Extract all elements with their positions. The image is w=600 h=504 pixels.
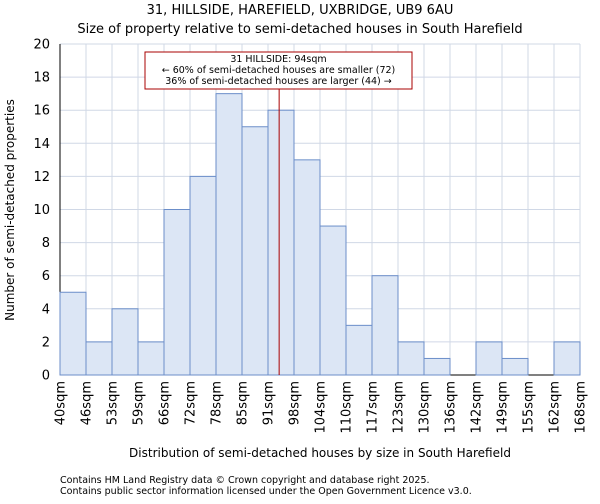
- bar: [423, 357, 451, 376]
- bars: [59, 93, 581, 376]
- y-tick-label: 20: [33, 38, 50, 53]
- y-tick-label: 2: [42, 335, 50, 350]
- x-tick-label: 66sqm: [158, 381, 173, 425]
- bar: [397, 341, 425, 376]
- y-axis-ticks: 0 2 4 6 8 10 12 14 16 18 20: [33, 38, 50, 384]
- footer-line-2: Contains public sector information licen…: [60, 486, 472, 497]
- x-tick-label: 142sqm: [470, 381, 485, 434]
- footer-line-1: Contains HM Land Registry data © Crown c…: [60, 475, 430, 486]
- bar: [293, 159, 321, 376]
- bar: [189, 175, 217, 376]
- y-tick-label: 12: [33, 170, 50, 185]
- y-tick-label: 10: [33, 203, 50, 218]
- bar: [163, 209, 191, 376]
- x-tick-label: 123sqm: [392, 381, 407, 434]
- bar: [345, 324, 373, 376]
- x-tick-label: 168sqm: [574, 381, 589, 434]
- x-axis-ticks: 40sqm 46sqm 53sqm 59sqm 66sqm 72sqm 78sqm 85sqm…: [54, 381, 589, 434]
- x-tick-label: 155sqm: [522, 381, 537, 434]
- x-tick-label: 136sqm: [444, 381, 459, 434]
- y-tick-label: 14: [33, 137, 50, 152]
- x-tick-label: 46sqm: [80, 381, 95, 425]
- bar: [215, 93, 243, 376]
- x-tick-label: 40sqm: [54, 381, 69, 425]
- annotation-larger: 36% of semi-detached houses are larger (…: [165, 76, 392, 87]
- annotation-box: 31 HILLSIDE: 94sqm ← 60% of semi-detache…: [144, 51, 413, 90]
- bar: [137, 341, 165, 376]
- annotation-smaller: ← 60% of semi-detached houses are smalle…: [162, 65, 396, 76]
- x-tick-label: 149sqm: [496, 381, 511, 434]
- x-tick-label: 72sqm: [184, 381, 199, 425]
- x-tick-label: 130sqm: [418, 381, 433, 434]
- annotation-title: 31 HILLSIDE: 94sqm: [230, 54, 326, 65]
- chart-subtitle: Size of property relative to semi-detach…: [77, 22, 522, 37]
- y-tick-label: 6: [42, 269, 50, 284]
- x-tick-label: 59sqm: [132, 381, 147, 425]
- x-tick-label: 104sqm: [314, 381, 329, 434]
- x-tick-label: 162sqm: [548, 381, 563, 434]
- bar: [267, 109, 295, 376]
- bar: [501, 357, 529, 376]
- bar: [319, 225, 347, 376]
- x-tick-label: 53sqm: [106, 381, 121, 425]
- y-tick-label: 18: [33, 71, 50, 86]
- y-axis-label: Number of semi-detached properties: [3, 99, 17, 321]
- bar: [241, 126, 269, 376]
- chart-title: 31, HILLSIDE, HAREFIELD, UXBRIDGE, UB9 6…: [147, 3, 454, 18]
- bar: [85, 341, 113, 376]
- y-tick-label: 8: [42, 236, 50, 251]
- y-tick-label: 4: [42, 302, 50, 317]
- bar: [475, 341, 503, 376]
- x-tick-label: 117sqm: [366, 381, 381, 434]
- x-tick-label: 110sqm: [340, 381, 355, 434]
- x-tick-label: 85sqm: [236, 381, 251, 425]
- bar: [111, 308, 139, 376]
- y-tick-label: 16: [33, 104, 50, 119]
- x-tick-label: 98sqm: [288, 381, 303, 425]
- x-tick-label: 78sqm: [210, 381, 225, 425]
- x-tick-label: 91sqm: [262, 381, 277, 425]
- bar: [553, 341, 581, 376]
- bar: [59, 291, 87, 376]
- x-axis-label: Distribution of semi-detached houses by …: [129, 446, 511, 460]
- bar: [371, 275, 399, 376]
- annotation-rect: [144, 51, 413, 90]
- y-tick-label: 0: [42, 369, 50, 384]
